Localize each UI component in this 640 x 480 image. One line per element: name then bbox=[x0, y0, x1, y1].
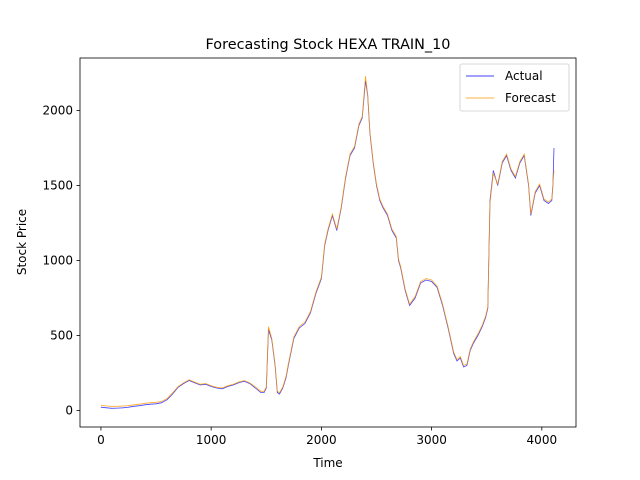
y-tick-label: 0 bbox=[65, 404, 73, 418]
x-axis: 0 1000 2000 3000 4000 bbox=[97, 427, 557, 447]
y-tick-label: 1000 bbox=[42, 254, 73, 268]
y-axis: 0 500 1000 1500 2000 bbox=[42, 104, 80, 418]
y-tick-label: 2000 bbox=[42, 104, 73, 118]
legend: Actual Forecast bbox=[459, 63, 570, 112]
x-tick-label: 0 bbox=[97, 433, 105, 447]
x-tick-label: 1000 bbox=[196, 433, 227, 447]
x-tick-label: 4000 bbox=[527, 433, 558, 447]
legend-label-forecast: Forecast bbox=[505, 91, 556, 105]
legend-label-actual: Actual bbox=[505, 69, 543, 83]
y-tick-label: 1500 bbox=[42, 179, 73, 193]
chart-title: Forecasting Stock HEXA TRAIN_10 bbox=[206, 37, 451, 53]
y-tick-label: 500 bbox=[50, 329, 73, 343]
x-axis-title: Time bbox=[312, 456, 342, 470]
y-axis-title: Stock Price bbox=[15, 209, 29, 275]
x-tick-label: 3000 bbox=[416, 433, 447, 447]
x-tick-label: 2000 bbox=[306, 433, 337, 447]
series-line-forecast bbox=[100, 75, 555, 407]
series-layer bbox=[100, 75, 555, 409]
plot-frame bbox=[79, 57, 577, 428]
